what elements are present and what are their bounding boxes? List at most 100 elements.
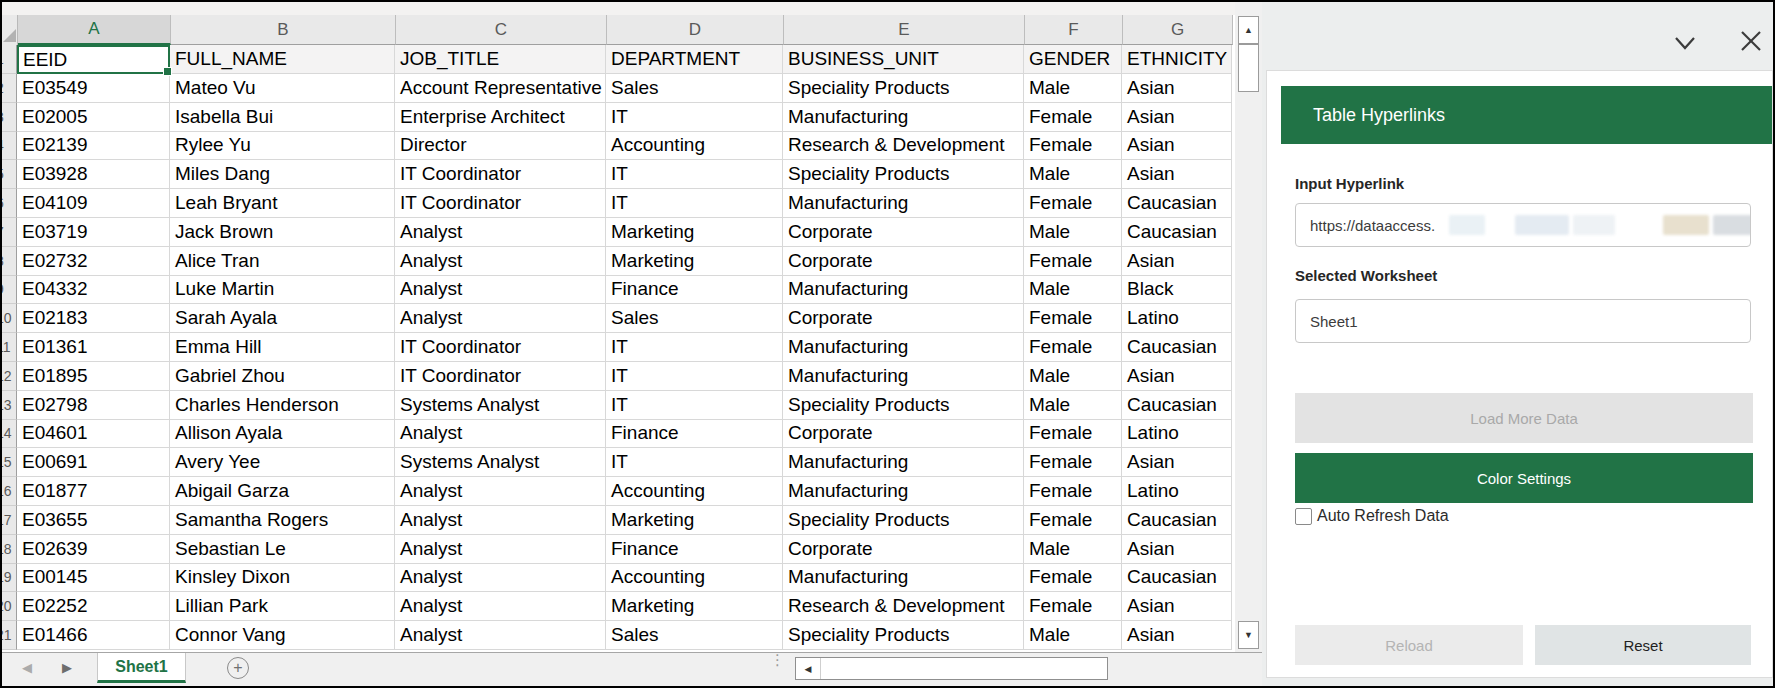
cell[interactable]: Caucasian: [1122, 218, 1232, 247]
color-settings-button[interactable]: Color Settings: [1295, 453, 1753, 503]
cell[interactable]: Analyst: [395, 276, 606, 305]
cell[interactable]: Manufacturing: [783, 189, 1024, 218]
row-number[interactable]: 3: [2, 103, 17, 132]
cell[interactable]: E01895: [17, 362, 170, 391]
cell[interactable]: Corporate: [783, 304, 1024, 333]
new-sheet-button[interactable]: +: [227, 657, 249, 679]
horizontal-scrollbar[interactable]: ◀: [795, 657, 1108, 680]
auto-refresh-checkbox[interactable]: [1295, 508, 1312, 525]
column-header-b[interactable]: B: [171, 15, 396, 45]
cell[interactable]: Analyst: [395, 304, 606, 333]
cell[interactable]: IT Coordinator: [395, 160, 606, 189]
cell[interactable]: E02798: [17, 391, 170, 420]
cell[interactable]: Systems Analyst: [395, 448, 606, 477]
cell[interactable]: IT: [606, 448, 783, 477]
cell[interactable]: E03719: [17, 218, 170, 247]
row-number[interactable]: 20: [2, 592, 17, 621]
cell[interactable]: Asian: [1122, 160, 1232, 189]
cell[interactable]: Charles Henderson: [170, 391, 395, 420]
row-number[interactable]: 21: [2, 621, 17, 650]
cell[interactable]: Manufacturing: [783, 564, 1024, 593]
cell[interactable]: Samantha Rogers: [170, 506, 395, 535]
cell[interactable]: E04332: [17, 276, 170, 305]
cell[interactable]: Alice Tran: [170, 247, 395, 276]
scroll-left-arrow[interactable]: ◀: [796, 658, 821, 679]
cell[interactable]: Accounting: [606, 132, 783, 161]
cell[interactable]: Jack Brown: [170, 218, 395, 247]
cell[interactable]: E02252: [17, 592, 170, 621]
vertical-scrollbar[interactable]: ▲ ▼: [1235, 2, 1262, 652]
column-header-f[interactable]: F: [1025, 15, 1123, 45]
cell[interactable]: Black: [1122, 276, 1232, 305]
pane-close-button[interactable]: [1736, 26, 1766, 60]
cell[interactable]: Caucasian: [1122, 333, 1232, 362]
cell[interactable]: Analyst: [395, 477, 606, 506]
cell[interactable]: IT: [606, 160, 783, 189]
cell[interactable]: Leah Bryant: [170, 189, 395, 218]
cell[interactable]: Manufacturing: [783, 448, 1024, 477]
cell[interactable]: Female: [1024, 304, 1122, 333]
cell[interactable]: E01466: [17, 621, 170, 650]
cell[interactable]: Manufacturing: [783, 103, 1024, 132]
cell[interactable]: E02183: [17, 304, 170, 333]
cell[interactable]: Marketing: [606, 592, 783, 621]
cell[interactable]: Marketing: [606, 247, 783, 276]
cell[interactable]: Male: [1024, 362, 1122, 391]
cell[interactable]: IT Coordinator: [395, 362, 606, 391]
row-number[interactable]: 10: [2, 304, 17, 333]
cell[interactable]: Sarah Ayala: [170, 304, 395, 333]
column-header-g[interactable]: G: [1123, 15, 1233, 45]
row-number[interactable]: 19: [2, 564, 17, 593]
row-number[interactable]: 7: [2, 218, 17, 247]
cell[interactable]: Analyst: [395, 218, 606, 247]
cell[interactable]: Female: [1024, 592, 1122, 621]
cell[interactable]: Mateo Vu: [170, 74, 395, 103]
row-number[interactable]: 6: [2, 189, 17, 218]
cell[interactable]: Finance: [606, 276, 783, 305]
cell[interactable]: Asian: [1122, 621, 1232, 650]
cell[interactable]: E03655: [17, 506, 170, 535]
cell[interactable]: Speciality Products: [783, 74, 1024, 103]
cell[interactable]: Female: [1024, 103, 1122, 132]
cell[interactable]: E02139: [17, 132, 170, 161]
cell[interactable]: Manufacturing: [783, 333, 1024, 362]
cell[interactable]: Asian: [1122, 74, 1232, 103]
row-number[interactable]: 8: [2, 247, 17, 276]
cell[interactable]: Female: [1024, 448, 1122, 477]
cell[interactable]: Manufacturing: [783, 477, 1024, 506]
load-more-data-button[interactable]: Load More Data: [1295, 393, 1753, 443]
cell[interactable]: Latino: [1122, 420, 1232, 449]
cell[interactable]: Male: [1024, 160, 1122, 189]
cell[interactable]: Analyst: [395, 535, 606, 564]
cell[interactable]: Marketing: [606, 218, 783, 247]
cell[interactable]: E00691: [17, 448, 170, 477]
sheet-nav-right-icon[interactable]: ▶: [62, 660, 72, 675]
cell[interactable]: Asian: [1122, 362, 1232, 391]
cell[interactable]: Female: [1024, 564, 1122, 593]
pane-collapse-button[interactable]: [1670, 28, 1700, 62]
cell[interactable]: Allison Ayala: [170, 420, 395, 449]
scrollbar-resize-handle[interactable]: ⋮: [770, 656, 785, 664]
cell[interactable]: Accounting: [606, 477, 783, 506]
column-header-c[interactable]: C: [396, 15, 607, 45]
cell[interactable]: BUSINESS_UNIT: [783, 45, 1024, 74]
row-number[interactable]: 15: [2, 448, 17, 477]
hyperlink-input[interactable]: https://dataaccess.: [1295, 203, 1751, 247]
row-number[interactable]: 2: [2, 74, 17, 103]
cell[interactable]: Male: [1024, 276, 1122, 305]
cell[interactable]: Speciality Products: [783, 391, 1024, 420]
cell[interactable]: Miles Dang: [170, 160, 395, 189]
cell[interactable]: Female: [1024, 477, 1122, 506]
cell[interactable]: Speciality Products: [783, 621, 1024, 650]
cell[interactable]: Female: [1024, 333, 1122, 362]
cell[interactable]: Analyst: [395, 420, 606, 449]
cell[interactable]: E02732: [17, 247, 170, 276]
row-number[interactable]: 11: [2, 333, 17, 362]
cell[interactable]: FULL_NAME: [170, 45, 395, 74]
selected-cell-a1[interactable]: EEID: [17, 45, 170, 74]
cell[interactable]: Analyst: [395, 506, 606, 535]
cell[interactable]: Lillian Park: [170, 592, 395, 621]
cell[interactable]: Male: [1024, 218, 1122, 247]
cell[interactable]: E00145: [17, 564, 170, 593]
row-number[interactable]: 5: [2, 160, 17, 189]
